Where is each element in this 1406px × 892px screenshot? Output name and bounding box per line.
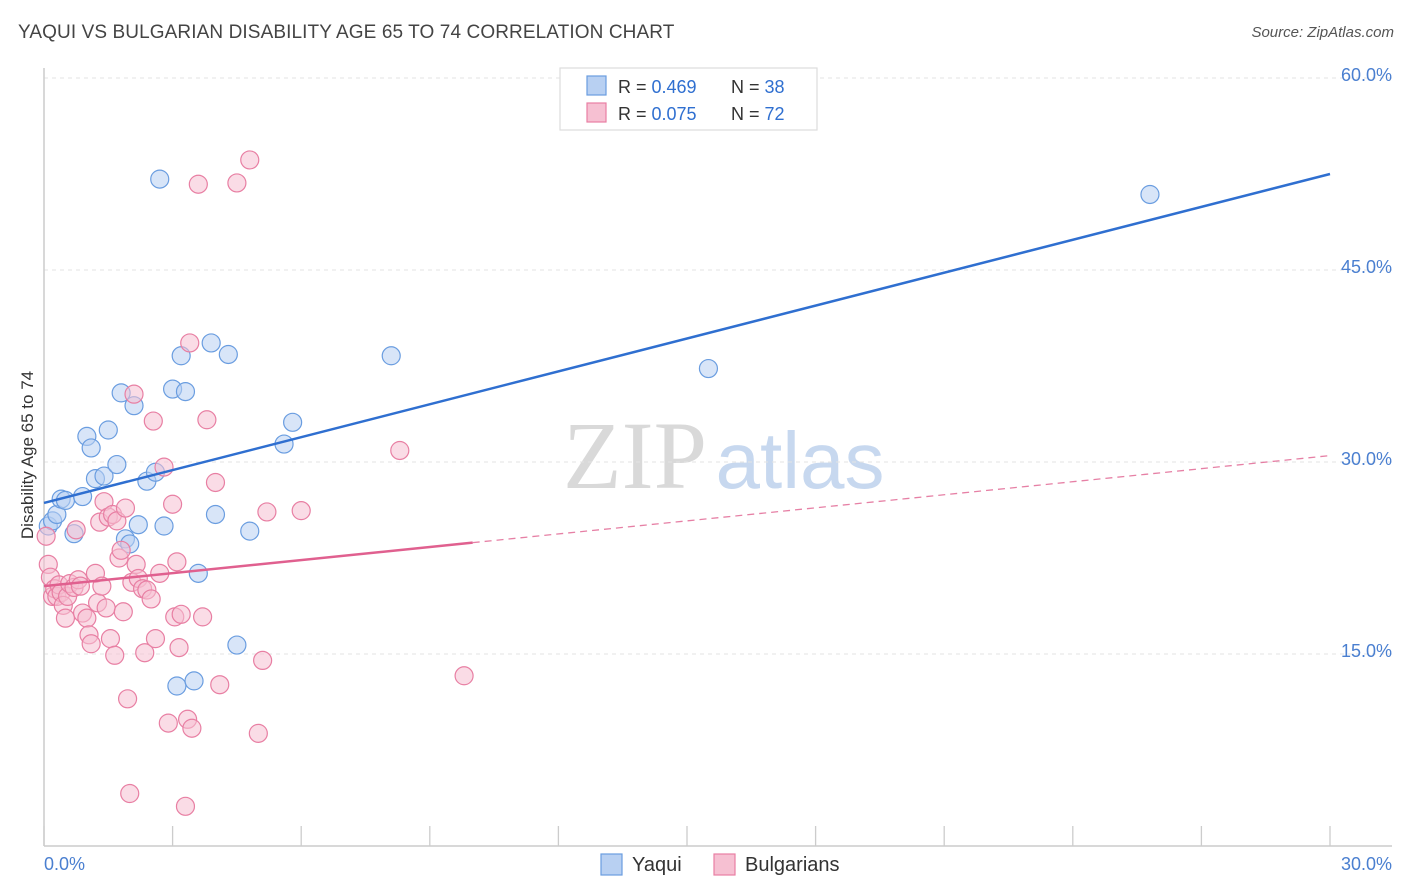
stats-n-label: N = [731, 77, 765, 97]
yaqui-point [381, 346, 401, 366]
y-tick-label: 30.0% [1341, 449, 1392, 469]
bulgarians-point [66, 520, 86, 540]
legend-label-bulgarians: Bulgarians [745, 854, 840, 876]
yaqui-point [167, 676, 187, 696]
yaqui-point [698, 358, 719, 379]
bulgarians-point [55, 608, 76, 628]
bulgarians-point [454, 666, 474, 686]
stats-n-label: N = [731, 104, 765, 124]
bulgarians-point [105, 645, 125, 665]
bulgarians-point [158, 713, 178, 733]
legend-label-yaqui: Yaqui [632, 854, 682, 876]
x-tick-label-max: 30.0% [1341, 854, 1392, 874]
yaqui-point [98, 420, 118, 440]
yaqui-point [81, 438, 101, 458]
yaqui-point [94, 466, 114, 486]
bulgarians-point [100, 629, 121, 649]
bulgarians-point [141, 589, 161, 609]
y-tick-label: 60.0% [1341, 65, 1392, 85]
yaqui-point [55, 490, 76, 510]
bulgarians-point [163, 494, 183, 514]
yaqui-point [107, 454, 127, 475]
bulgarians-point [96, 598, 116, 618]
data-points [36, 150, 1160, 816]
watermark-atlas: atlas [716, 416, 885, 505]
bulgarians-point [188, 174, 208, 194]
chart-title: YAQUI VS BULGARIAN DISABILITY AGE 65 TO … [18, 22, 675, 43]
bulgarians-point [167, 552, 187, 572]
x-tick-label-min: 0.0% [44, 854, 85, 874]
y-tick-label: 45.0% [1341, 257, 1392, 277]
stats-row-bulgarians: R = 0.075 N = 72 [618, 104, 785, 124]
bulgarians-point [145, 629, 166, 649]
yaqui-trend-line [43, 172, 1331, 505]
yaqui-point [150, 169, 170, 189]
yaqui-point [128, 515, 148, 535]
bulgarians-point [120, 783, 140, 804]
x-axis-ticks [43, 826, 1331, 846]
bulgarians-point [143, 411, 163, 431]
stats-r-value: 0.075 [652, 104, 697, 124]
watermark: ZIP atlas [563, 402, 884, 509]
yaqui-point [283, 412, 303, 432]
stats-legend: R = 0.469 N = 38 R = 0.075 N = 72 [559, 67, 818, 131]
yaqui-point [218, 344, 238, 365]
bulgarians-point [135, 643, 155, 663]
y-axis-label: Disability Age 65 to 74 [18, 371, 37, 539]
yaqui-point [201, 333, 221, 353]
legend-swatch-yaqui [600, 853, 623, 876]
bulgarians-point [81, 634, 101, 654]
bulgarians-point [253, 650, 273, 671]
bulgarians-point [113, 602, 133, 622]
bulgarians-point [205, 472, 226, 493]
bulgarians-point [124, 384, 144, 404]
stats-swatch-yaqui [586, 75, 607, 96]
bulgarians-point [193, 607, 213, 627]
yaqui-point [175, 382, 196, 402]
stats-swatch-bulgarians [586, 102, 607, 123]
chart-source: Source: ZipAtlas.com [1251, 24, 1394, 41]
stats-n-value: 38 [765, 77, 785, 97]
stats-n-value: 72 [765, 104, 785, 124]
bulgarians-point [291, 501, 311, 521]
yaqui-point [154, 516, 174, 536]
bulgarians-point [240, 150, 260, 170]
watermark-zip: ZIP [563, 402, 707, 509]
yaqui-point [227, 635, 247, 655]
series-legend: Yaqui Bulgarians [600, 853, 840, 876]
stats-r-label: R = [618, 104, 652, 124]
yaqui-point [188, 563, 208, 583]
bulgarians-point [175, 796, 196, 816]
yaqui-point [205, 504, 226, 525]
bulgarians-point [117, 689, 138, 709]
bulgarians-point [111, 540, 131, 560]
legend-swatch-bulgarians [713, 853, 736, 876]
y-axis-tick-labels: 15.0% 30.0% 45.0% 60.0% [1341, 65, 1392, 661]
bulgarians-trend-line [43, 541, 473, 588]
stats-r-label: R = [618, 77, 652, 97]
bulgarians-point [169, 637, 189, 658]
bulgarians-point [171, 604, 191, 624]
bulgarians-point [197, 410, 217, 430]
bulgarians-point [257, 502, 277, 522]
bulgarians-point [227, 173, 247, 193]
yaqui-point [184, 671, 204, 691]
bulgarians-point [77, 608, 97, 628]
stats-row-yaqui: R = 0.469 N = 38 [618, 77, 785, 97]
bulgarians-point [248, 723, 268, 743]
yaqui-point [1140, 184, 1160, 205]
bulgarians-point [180, 333, 200, 353]
yaqui-point [240, 521, 260, 541]
bulgarians-point [390, 440, 410, 461]
bulgarians-point [36, 526, 56, 546]
trend-lines [43, 172, 1331, 588]
bulgarians-point [70, 576, 91, 596]
bulgarians-point [115, 498, 136, 518]
y-tick-label: 15.0% [1341, 641, 1392, 661]
stats-r-value: 0.469 [652, 77, 697, 97]
bulgarians-point [210, 675, 230, 695]
bulgarians-point [182, 718, 202, 738]
